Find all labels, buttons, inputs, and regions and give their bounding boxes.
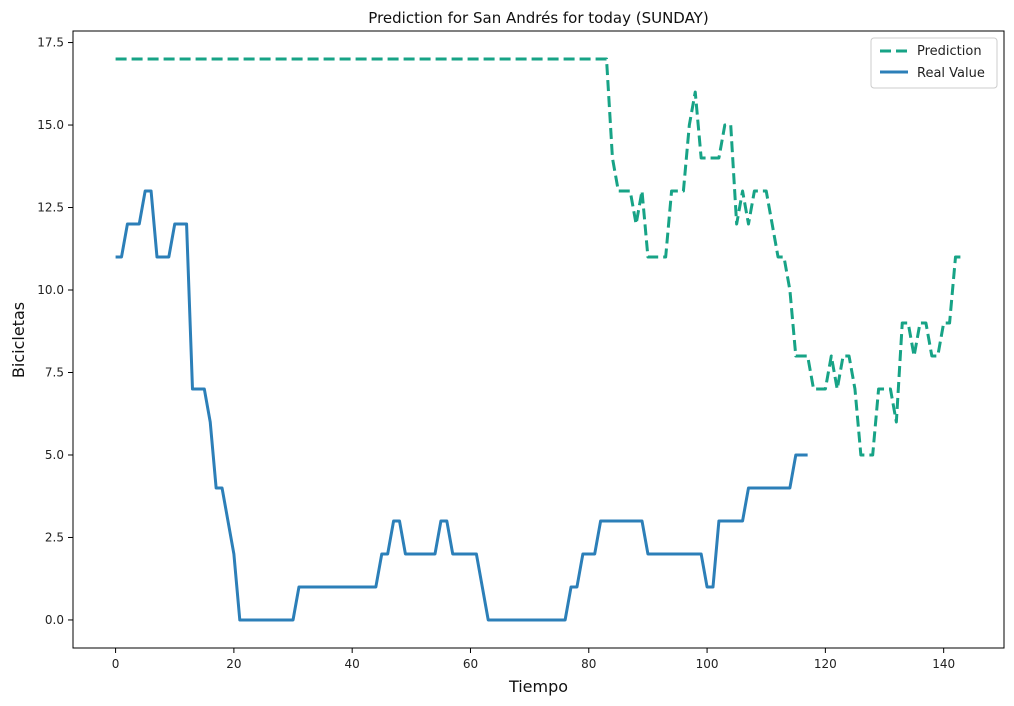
x-tick-label: 40 [345, 657, 360, 671]
series-line-real-value [115, 189, 808, 622]
y-tick-label: 0.0 [45, 613, 64, 627]
x-tick-label: 0 [112, 657, 120, 671]
y-tick-label: 7.5 [45, 365, 64, 379]
legend: Prediction Real Value [870, 37, 998, 89]
chart-title: Prediction for San Andrés for today (SUN… [368, 9, 708, 27]
x-tick-label: 20 [226, 657, 241, 671]
x-axis-ticks: 0 20 40 60 80 100 120 140 [112, 648, 955, 671]
legend-label-prediction: Prediction [917, 44, 982, 59]
x-tick-label: 60 [463, 657, 478, 671]
x-tick-label: 120 [814, 657, 837, 671]
y-tick-label: 10.0 [37, 283, 64, 297]
series-line-prediction [115, 57, 962, 457]
y-tick-label: 12.5 [37, 201, 64, 215]
y-tick-label: 15.0 [37, 118, 64, 132]
x-axis-label: Tiempo [508, 677, 568, 696]
y-tick-label: 2.5 [45, 530, 64, 544]
x-tick-label: 140 [932, 657, 955, 671]
series-layer [115, 57, 962, 622]
legend-label-real-value: Real Value [917, 66, 985, 81]
y-axis-label: Bicicletas [9, 302, 28, 378]
y-tick-label: 17.5 [37, 36, 64, 50]
plot-area-frame [72, 30, 1005, 649]
y-axis-ticks: 0.0 2.5 5.0 7.5 10.0 12.5 15.0 17.5 [37, 36, 73, 627]
y-tick-label: 5.0 [45, 448, 64, 462]
x-tick-label: 100 [696, 657, 719, 671]
x-tick-label: 80 [581, 657, 596, 671]
